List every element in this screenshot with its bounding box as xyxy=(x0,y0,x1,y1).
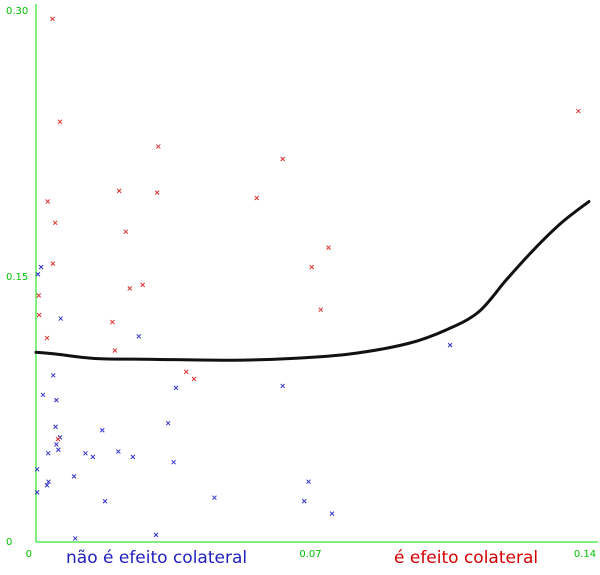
point-nao-efeito-colateral xyxy=(329,511,335,516)
point-nao-efeito-colateral xyxy=(306,479,311,485)
point-nao-efeito-colateral xyxy=(35,271,41,277)
point-efeito-colateral xyxy=(309,264,315,270)
point-efeito-colateral xyxy=(575,108,581,114)
y-tick-label: 0.15 xyxy=(6,272,28,283)
point-efeito-colateral xyxy=(183,369,189,375)
point-efeito-colateral xyxy=(127,286,133,291)
point-efeito-colateral xyxy=(140,282,146,288)
point-nao-efeito-colateral xyxy=(38,264,44,270)
point-efeito-colateral xyxy=(52,220,58,226)
point-nao-efeito-colateral xyxy=(58,316,64,321)
point-nao-efeito-colateral xyxy=(212,495,217,501)
point-nao-efeito-colateral xyxy=(83,450,88,456)
point-efeito-colateral xyxy=(155,144,161,149)
point-nao-efeito-colateral xyxy=(34,466,40,472)
point-efeito-colateral xyxy=(191,376,197,382)
point-efeito-colateral xyxy=(254,195,260,201)
x-tick-label: 0.07 xyxy=(299,549,321,560)
point-nao-efeito-colateral xyxy=(54,442,59,447)
point-nao-efeito-colateral xyxy=(447,342,453,348)
point-efeito-colateral xyxy=(116,188,122,194)
point-nao-efeito-colateral xyxy=(45,450,51,456)
decision-boundary xyxy=(34,200,591,362)
data-points xyxy=(34,16,581,541)
point-nao-efeito-colateral xyxy=(280,383,286,389)
point-nao-efeito-colateral xyxy=(50,372,56,378)
point-nao-efeito-colateral xyxy=(115,449,121,454)
legend-entry-nao-efeito-colateral: não é efeito colateral xyxy=(66,548,248,568)
x-tick-label: 0 xyxy=(26,549,32,560)
point-efeito-colateral xyxy=(110,319,115,325)
point-efeito-colateral xyxy=(154,190,160,196)
tick-labels: 0 0.07 0.14 0 0.15 0.30 xyxy=(6,6,596,560)
x-tick-label: 0.14 xyxy=(574,549,596,560)
point-nao-efeito-colateral xyxy=(171,459,176,465)
point-nao-efeito-colateral xyxy=(44,482,50,488)
y-tick-label: 0.30 xyxy=(6,6,28,17)
point-nao-efeito-colateral xyxy=(71,474,77,479)
point-nao-efeito-colateral xyxy=(173,385,179,391)
point-nao-efeito-colateral xyxy=(53,424,58,430)
point-nao-efeito-colateral xyxy=(90,454,96,460)
point-efeito-colateral xyxy=(45,199,51,204)
point-efeito-colateral xyxy=(50,16,55,22)
point-nao-efeito-colateral xyxy=(54,397,59,403)
point-efeito-colateral xyxy=(44,335,50,341)
point-nao-efeito-colateral xyxy=(40,392,46,398)
point-efeito-colateral xyxy=(280,156,286,162)
point-nao-efeito-colateral xyxy=(34,489,40,495)
y-tick-label: 0 xyxy=(6,537,12,548)
point-nao-efeito-colateral xyxy=(153,532,159,538)
point-nao-efeito-colateral xyxy=(165,420,171,426)
point-efeito-colateral xyxy=(326,245,331,250)
point-nao-efeito-colateral xyxy=(46,479,51,485)
point-efeito-colateral xyxy=(50,261,56,266)
point-nao-efeito-colateral xyxy=(136,333,142,339)
legend-entry-efeito-colateral: é efeito colateral xyxy=(394,548,539,568)
point-efeito-colateral xyxy=(57,119,63,125)
point-efeito-colateral xyxy=(123,229,129,235)
point-efeito-colateral xyxy=(318,307,324,313)
point-nao-efeito-colateral xyxy=(55,447,61,453)
point-efeito-colateral xyxy=(36,312,42,318)
point-nao-efeito-colateral xyxy=(102,498,108,504)
point-efeito-colateral xyxy=(36,293,42,298)
point-nao-efeito-colateral xyxy=(72,536,78,541)
point-nao-efeito-colateral xyxy=(99,427,105,433)
point-nao-efeito-colateral xyxy=(301,498,307,504)
point-efeito-colateral xyxy=(55,436,61,442)
point-efeito-colateral xyxy=(112,348,118,353)
point-nao-efeito-colateral xyxy=(130,454,136,460)
